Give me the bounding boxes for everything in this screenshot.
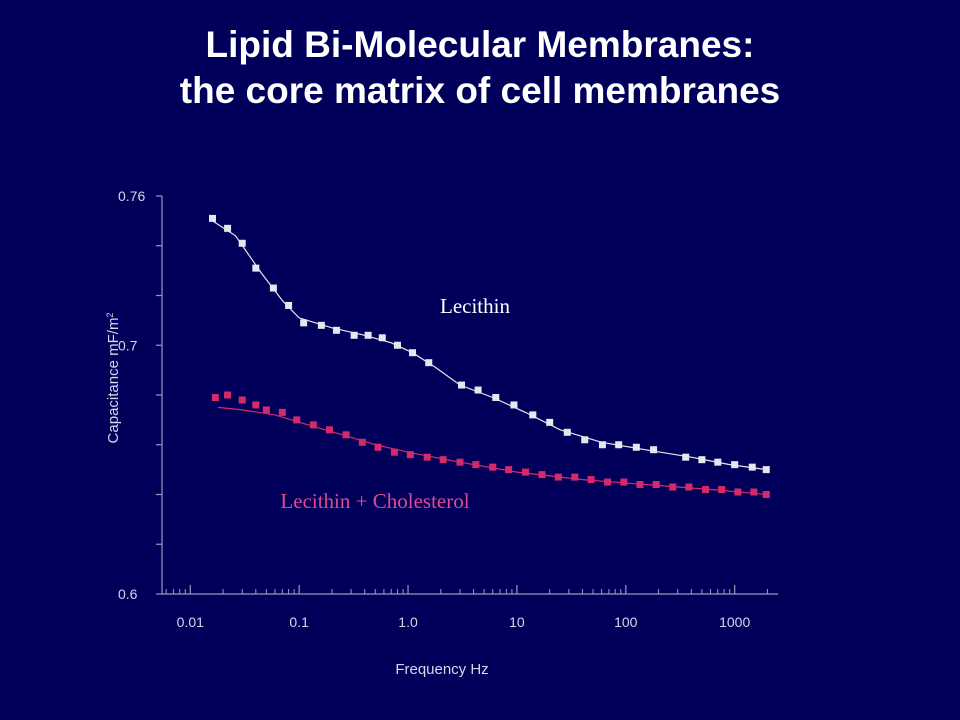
series-1-point xyxy=(278,408,286,416)
series-0-point xyxy=(332,326,340,334)
series-0-point xyxy=(510,401,518,409)
series-1-point xyxy=(358,438,366,446)
series-0-point xyxy=(300,319,308,327)
x-axis-title: Frequency Hz xyxy=(395,661,488,678)
series-0-point xyxy=(563,428,571,436)
y-axis-title-superscript: 2 xyxy=(105,313,115,318)
series-1-point xyxy=(374,443,382,451)
series-1-point xyxy=(309,421,317,429)
series-1-point xyxy=(762,491,770,498)
fit-curves xyxy=(212,220,767,496)
series-1-point xyxy=(406,451,414,459)
series-0-point xyxy=(350,331,358,339)
series-1-point xyxy=(734,488,742,496)
x-tick-label: 100 xyxy=(614,614,638,630)
series-1-point xyxy=(262,406,270,414)
x-tick-label: 1.0 xyxy=(398,614,418,630)
series-1-point xyxy=(505,466,513,474)
series-1-point xyxy=(211,393,219,401)
series-0-point xyxy=(762,466,770,474)
y-tick-label: 0.6 xyxy=(118,586,138,602)
y-tick-label: 0.76 xyxy=(118,188,145,204)
series-1-point xyxy=(571,473,579,481)
chart-labels: Lecithin Lecithin + Cholesterol xyxy=(280,294,510,513)
lecithin-label: Lecithin xyxy=(440,294,510,318)
series-1-point xyxy=(538,471,546,479)
series-0-point xyxy=(393,341,401,349)
series-1-point xyxy=(636,481,644,489)
series-0-point xyxy=(208,214,216,222)
series-1-point xyxy=(456,458,464,466)
series-0-point xyxy=(731,461,739,469)
series-0-point xyxy=(546,418,554,426)
series-1-fit-line xyxy=(218,406,767,496)
series-1-point xyxy=(620,478,628,486)
series-1-point xyxy=(472,461,480,469)
series-0-point xyxy=(409,349,417,357)
x-tick-label: 10 xyxy=(509,614,525,630)
series-0-point xyxy=(650,446,658,454)
series-0-point xyxy=(632,443,640,451)
title-line-1: Lipid Bi-Molecular Membranes: xyxy=(205,24,755,65)
series-1-point xyxy=(390,448,398,456)
series-0-point xyxy=(474,386,482,394)
chart-axes: 0.76 0.7 0.6 0.01 0.1 1.0 10 100 1000 Frequency H… xyxy=(105,188,778,678)
series-0-point xyxy=(238,239,246,247)
series-0-point xyxy=(269,284,277,292)
series-0-point xyxy=(615,441,623,449)
series-1-point xyxy=(489,463,497,471)
series-0-point xyxy=(529,411,537,419)
title-line-2: the core matrix of cell membranes xyxy=(179,70,781,111)
series-0-point xyxy=(252,264,260,272)
x-tick-label: 1000 xyxy=(719,614,750,630)
series-0-fit-line xyxy=(212,220,767,471)
data-points xyxy=(208,214,770,498)
series-0-point xyxy=(317,321,325,329)
series-1-point xyxy=(669,483,677,491)
x-tick-label: 0.01 xyxy=(177,614,204,630)
series-0-point xyxy=(285,301,293,309)
y-tick-label: 0.7 xyxy=(118,337,138,353)
series-1-point xyxy=(652,481,660,489)
series-1-point xyxy=(750,488,758,496)
series-0-point xyxy=(598,441,606,449)
series-1-point xyxy=(718,486,726,494)
series-1-point xyxy=(342,431,350,439)
series-1-point xyxy=(685,483,693,491)
series-0-point xyxy=(378,334,386,342)
series-1-point xyxy=(238,396,246,404)
series-1-point xyxy=(702,486,710,494)
series-0-point xyxy=(458,381,466,389)
series-1-point xyxy=(554,473,562,481)
series-1-point xyxy=(224,391,232,399)
series-1-point xyxy=(522,468,530,476)
series-0-point xyxy=(581,436,589,444)
series-1-point xyxy=(293,416,301,424)
series-0-point xyxy=(364,331,372,339)
x-tick-label: 0.1 xyxy=(289,614,309,630)
series-1-point xyxy=(604,478,612,486)
series-0-point xyxy=(714,458,722,466)
series-0-point xyxy=(698,456,706,464)
series-0-point xyxy=(425,359,433,367)
series-1-point xyxy=(252,401,260,409)
series-0-point xyxy=(682,453,690,461)
series-1-point xyxy=(587,476,595,484)
y-axis-title: Capacitance mF/m2 xyxy=(105,313,122,444)
series-0-point xyxy=(224,224,232,232)
slide-title: Lipid Bi-Molecular Membranes: the core m… xyxy=(0,22,960,114)
series-1-point xyxy=(439,456,447,464)
series-1-point xyxy=(423,453,431,461)
lecithin-cholesterol-label: Lecithin + Cholesterol xyxy=(280,489,469,513)
series-0-point xyxy=(492,393,500,401)
series-0-point xyxy=(748,463,756,471)
series-1-point xyxy=(326,426,334,434)
